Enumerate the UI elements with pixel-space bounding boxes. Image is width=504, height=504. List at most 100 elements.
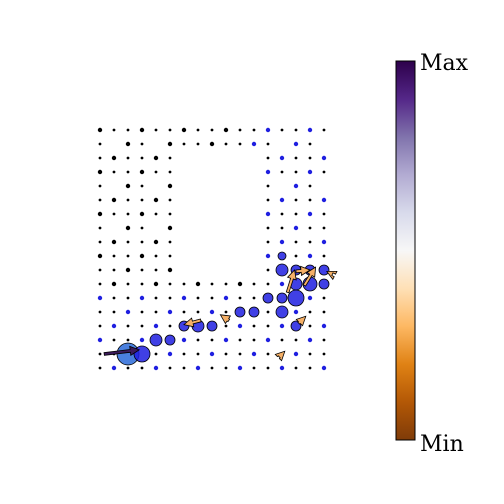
data-point (196, 338, 200, 342)
data-point (168, 170, 172, 174)
data-point (139, 169, 145, 175)
data-point (168, 240, 172, 244)
data-point (112, 128, 116, 132)
data-point (181, 337, 187, 343)
data-point (265, 211, 271, 217)
data-point (168, 128, 172, 132)
data-point (238, 338, 242, 342)
data-point (294, 240, 298, 244)
data-point (181, 295, 187, 301)
data-point (251, 141, 257, 147)
data-point (112, 310, 116, 314)
data-point (98, 282, 102, 286)
data-point (279, 197, 285, 203)
data-point (111, 323, 117, 329)
data-point (139, 211, 145, 217)
data-point (224, 142, 228, 146)
data-point (307, 169, 313, 175)
data-point (98, 352, 102, 356)
data-point (322, 226, 326, 230)
data-point (280, 226, 284, 230)
data-point (265, 127, 271, 133)
data-point (266, 156, 270, 160)
data-point (308, 226, 312, 230)
data-point (196, 310, 200, 314)
data-point (140, 366, 144, 370)
data-point (112, 170, 116, 174)
data-point (293, 309, 299, 315)
data-point (321, 155, 327, 161)
data-point (266, 184, 270, 188)
data-point (140, 310, 144, 314)
data-point (266, 268, 270, 272)
data-point (321, 365, 327, 371)
data-point (167, 225, 173, 231)
data-point (279, 239, 285, 245)
data-point (140, 282, 144, 286)
data-point-large (206, 320, 218, 332)
data-point (294, 128, 298, 132)
data-point-large (318, 278, 330, 290)
data-point (279, 155, 285, 161)
data-point (265, 337, 271, 343)
data-point (210, 128, 214, 132)
data-point (196, 142, 200, 146)
vector-arrow (295, 265, 311, 277)
data-point (139, 337, 145, 343)
data-point (294, 170, 298, 174)
data-point (139, 253, 145, 259)
data-point (98, 156, 102, 160)
data-point (210, 296, 214, 300)
data-point (168, 324, 172, 328)
data-point (322, 338, 326, 342)
colorbar: Max Min (395, 51, 469, 457)
data-point (139, 127, 145, 133)
data-point (98, 198, 102, 202)
data-point (280, 128, 284, 132)
data-point (322, 170, 326, 174)
data-point (154, 268, 158, 272)
data-point (280, 338, 284, 342)
data-point (126, 254, 130, 258)
data-point (168, 212, 172, 216)
data-point-large (290, 320, 302, 332)
data-point (98, 142, 102, 146)
data-point (112, 212, 116, 216)
data-point (140, 198, 144, 202)
data-point (280, 170, 284, 174)
vector-arrow (103, 345, 141, 356)
data-point (307, 337, 313, 343)
data-point (140, 226, 144, 230)
vector-arrow (285, 269, 297, 294)
data-point (279, 365, 285, 371)
data-point (111, 365, 117, 371)
data-point (153, 197, 159, 203)
data-point (126, 198, 130, 202)
data-point (308, 352, 312, 356)
data-point (252, 366, 256, 370)
data-point (195, 281, 201, 287)
data-point (224, 310, 228, 314)
data-point (182, 366, 186, 370)
data-point (112, 268, 116, 272)
data-point (111, 197, 117, 203)
data-point (279, 281, 285, 287)
data-point-large (262, 292, 274, 304)
data-point (223, 337, 229, 343)
data-point (238, 142, 242, 146)
data-point (265, 169, 271, 175)
data-point (111, 239, 117, 245)
data-point (196, 352, 200, 356)
data-point (182, 352, 186, 356)
data-point (139, 295, 145, 301)
data-point (126, 128, 130, 132)
colorbar-gradient (395, 60, 416, 441)
data-point (154, 212, 158, 216)
vector-arrow (219, 314, 232, 325)
data-point (266, 352, 270, 356)
data-point (252, 338, 256, 342)
data-point (308, 198, 312, 202)
data-point (98, 366, 102, 370)
data-point (98, 310, 102, 314)
data-point (140, 268, 144, 272)
